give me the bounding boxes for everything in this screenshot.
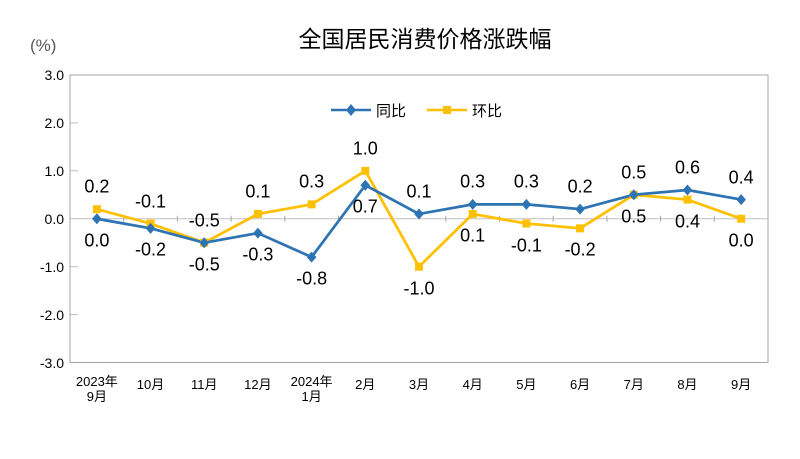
svg-text:同比: 同比: [376, 103, 406, 120]
svg-text:环比: 环比: [472, 103, 502, 120]
